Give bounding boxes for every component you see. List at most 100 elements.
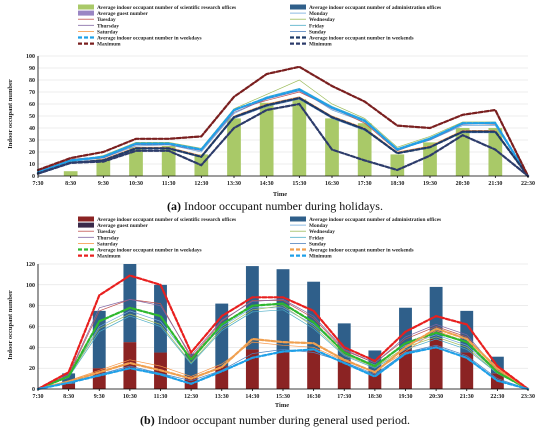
bar bbox=[423, 142, 437, 176]
y-tick-label: 90 bbox=[29, 66, 35, 72]
y-tick-label: 40 bbox=[29, 126, 35, 132]
plot-area-b: 0 20 40 60 80 100 120 7:30 8:30 9:30 10:30 11:30 12:… bbox=[26, 262, 535, 400]
bar bbox=[399, 349, 412, 389]
y-tick-label: 100 bbox=[26, 54, 35, 60]
x-tick-label: 8:30 bbox=[65, 181, 76, 187]
caption-b: (b) Indoor occupant number during genera… bbox=[140, 413, 410, 427]
legend-label: Thursday bbox=[97, 235, 119, 241]
series-line bbox=[37, 299, 529, 390]
legend-swatch bbox=[78, 4, 94, 10]
x-tick-label: 15:30 bbox=[276, 394, 290, 400]
x-tick-label: 18:30 bbox=[368, 394, 382, 400]
series-line bbox=[36, 274, 530, 391]
legend-label: Minimum bbox=[309, 42, 332, 48]
x-axis-label-b: Time bbox=[275, 402, 289, 409]
x-tick-label: 19:30 bbox=[399, 394, 413, 400]
bar bbox=[96, 159, 111, 176]
caption-a-tag: (a) bbox=[167, 199, 181, 213]
x-axis-label-a: Time bbox=[273, 191, 287, 198]
legend-label: Friday bbox=[309, 235, 325, 241]
legend-label: Maximum bbox=[97, 254, 121, 260]
bar bbox=[429, 339, 443, 389]
legend-label: Average indoor occupant number of scient… bbox=[97, 217, 236, 223]
legend-label: Average indoor occupant number in weekda… bbox=[97, 248, 202, 254]
legend-label: Average indoor occupant number in weeken… bbox=[309, 248, 414, 254]
x-tick-label: 10:30 bbox=[129, 181, 143, 187]
plot-area-a: 0 10 20 30 40 50 60 70 80 90 100 7:30 8:30 9:30 10:30 1… bbox=[26, 54, 535, 187]
series-line bbox=[36, 65, 530, 178]
series-line bbox=[36, 302, 530, 391]
x-tick-label: 21:30 bbox=[488, 181, 502, 187]
caption-b-text: Indoor occupant number during general us… bbox=[155, 413, 410, 427]
legend-label: Tuesday bbox=[97, 229, 116, 235]
bar bbox=[390, 154, 405, 176]
caption-b-tag: (b) bbox=[140, 413, 155, 427]
legend-label: Average indoor occupant number in weeken… bbox=[309, 36, 414, 42]
bar bbox=[307, 349, 321, 389]
bar bbox=[357, 123, 372, 176]
x-tick-label: 17:30 bbox=[358, 181, 372, 187]
y-tick-label: 60 bbox=[29, 102, 35, 108]
y-tick-label: 60 bbox=[29, 325, 35, 331]
series-line bbox=[37, 344, 529, 390]
series-line bbox=[36, 96, 530, 178]
x-tick-label: 22:30 bbox=[521, 181, 535, 187]
x-tick-label: 14:30 bbox=[245, 394, 259, 400]
x-tick-label: 13:30 bbox=[215, 394, 229, 400]
y-tick-label: 120 bbox=[26, 262, 35, 268]
x-tick-label: 19:30 bbox=[423, 181, 437, 187]
legend-label: Average indoor occupant number in weekda… bbox=[97, 36, 202, 42]
x-tick-label: 15:30 bbox=[292, 181, 306, 187]
bar bbox=[62, 383, 76, 389]
x-tick-label: 7:30 bbox=[33, 181, 44, 187]
y-tick-label: 30 bbox=[29, 138, 35, 144]
series-line bbox=[37, 90, 529, 177]
x-tick-label: 14:30 bbox=[260, 181, 274, 187]
legend-label: Saturday bbox=[97, 241, 118, 247]
bar bbox=[276, 352, 290, 389]
y-tick-label: 70 bbox=[29, 90, 35, 96]
y-tick-label: 80 bbox=[29, 304, 35, 310]
x-tick-label: 8:30 bbox=[63, 394, 74, 400]
series-line bbox=[37, 79, 529, 177]
x-tick-label: 12:30 bbox=[194, 181, 208, 187]
legend-label: Average indoor occupant number of admini… bbox=[309, 5, 441, 11]
bar bbox=[123, 264, 137, 343]
legend-label: Wednesday bbox=[309, 17, 335, 23]
bar bbox=[368, 373, 382, 389]
legend-label: Saturday bbox=[97, 29, 118, 35]
bar bbox=[337, 359, 351, 389]
x-tick-label: 20:30 bbox=[456, 181, 470, 187]
caption-a: (a) Indoor occupant number during holida… bbox=[167, 199, 383, 213]
chart-b: Average indoor occupant number of scient… bbox=[7, 216, 535, 427]
legend-label: Wednesday bbox=[309, 229, 335, 235]
legend-swatch bbox=[290, 4, 306, 10]
series-line bbox=[36, 88, 530, 178]
legend-label: Monday bbox=[309, 223, 328, 229]
legend-label: Average guest number bbox=[97, 223, 148, 229]
series-line bbox=[36, 102, 530, 178]
y-tick-label: 0 bbox=[32, 174, 35, 180]
legend-label: Sunday bbox=[309, 29, 326, 35]
bar bbox=[245, 349, 259, 389]
legend-label: Average indoor occupant number of admini… bbox=[309, 217, 441, 223]
legend-swatch bbox=[78, 216, 94, 222]
legend-swatch bbox=[78, 222, 94, 228]
bar bbox=[325, 118, 339, 176]
y-tick-label: 40 bbox=[29, 345, 35, 351]
x-tick-label: 9:30 bbox=[98, 181, 109, 187]
bar bbox=[123, 342, 137, 389]
legend-label: Average guest number bbox=[97, 11, 148, 17]
series-line bbox=[37, 330, 529, 390]
bar bbox=[488, 128, 503, 176]
chart-a: Average indoor occupant number of scient… bbox=[7, 4, 535, 213]
x-tick-label: 23:30 bbox=[521, 394, 535, 400]
series-line bbox=[37, 299, 529, 390]
y-tick-label: 20 bbox=[29, 150, 35, 156]
x-tick-label: 9:30 bbox=[94, 394, 105, 400]
y-tick-label: 50 bbox=[29, 114, 35, 120]
legend-label: Maximum bbox=[97, 42, 121, 48]
bar bbox=[63, 171, 78, 176]
bar bbox=[259, 102, 274, 176]
